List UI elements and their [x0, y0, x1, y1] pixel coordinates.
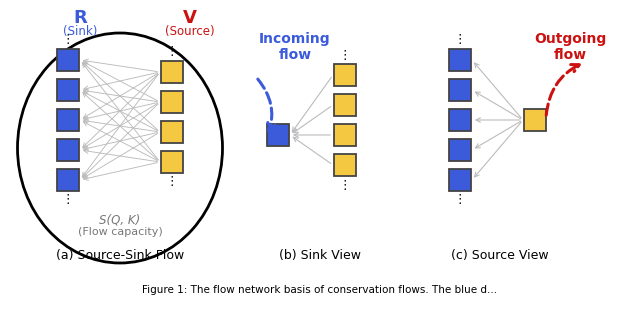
Bar: [161, 91, 183, 113]
Bar: [449, 139, 471, 161]
Bar: [449, 169, 471, 191]
Text: (c) Source View: (c) Source View: [451, 249, 549, 261]
Text: ⋮: ⋮: [339, 178, 351, 192]
Text: Figure 1: The flow network basis of conservation flows. The blue d...: Figure 1: The flow network basis of cons…: [143, 285, 497, 295]
Text: V: V: [183, 9, 197, 27]
Bar: [449, 109, 471, 131]
Text: (Flow capacity): (Flow capacity): [77, 227, 163, 237]
Text: ⋮: ⋮: [454, 33, 467, 47]
Bar: [161, 151, 183, 173]
Bar: [334, 154, 356, 176]
Bar: [57, 169, 79, 191]
Text: (a) Source-Sink Flow: (a) Source-Sink Flow: [56, 249, 184, 261]
Text: R: R: [73, 9, 87, 27]
Bar: [57, 109, 79, 131]
Text: S(Q, K): S(Q, K): [99, 214, 141, 227]
Bar: [161, 121, 183, 143]
Bar: [161, 61, 183, 83]
FancyArrowPatch shape: [258, 79, 275, 131]
Text: (b) Sink View: (b) Sink View: [279, 249, 361, 261]
Text: ⋮: ⋮: [166, 175, 179, 189]
Text: ⋮: ⋮: [61, 33, 74, 47]
Text: Incoming
flow: Incoming flow: [259, 32, 331, 62]
Text: Outgoing
flow: Outgoing flow: [534, 32, 606, 62]
Bar: [334, 124, 356, 146]
Text: ⋮: ⋮: [339, 49, 351, 62]
Bar: [267, 124, 289, 146]
Bar: [449, 49, 471, 71]
Text: ⋮: ⋮: [166, 46, 179, 58]
Text: (Source): (Source): [165, 25, 215, 37]
Text: (Sink): (Sink): [63, 25, 97, 37]
Bar: [334, 94, 356, 116]
Bar: [524, 109, 546, 131]
Bar: [57, 49, 79, 71]
Bar: [449, 79, 471, 101]
FancyArrowPatch shape: [546, 65, 579, 115]
Text: ⋮: ⋮: [61, 194, 74, 207]
Bar: [57, 79, 79, 101]
Bar: [57, 139, 79, 161]
Text: ⋮: ⋮: [454, 194, 467, 207]
Bar: [334, 64, 356, 86]
